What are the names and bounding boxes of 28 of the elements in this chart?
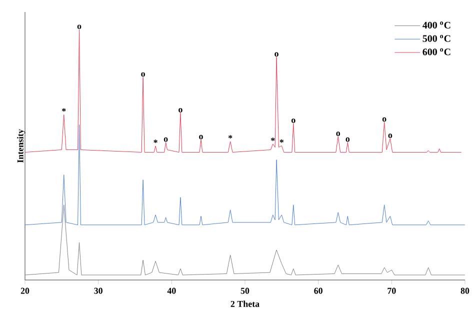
annotation: o bbox=[164, 137, 168, 142]
annotation: o bbox=[336, 132, 340, 136]
x-tick-label: 60 bbox=[314, 288, 322, 294]
legend-label: 600 $^{o}$C bbox=[422, 48, 450, 56]
annotation: * bbox=[271, 138, 275, 141]
legend-label: 400 $^{o}$C bbox=[422, 22, 450, 29]
annotation: * bbox=[280, 139, 284, 143]
annotation: * bbox=[228, 135, 232, 138]
legend-label: 500 $^{o}$C bbox=[422, 34, 450, 42]
annotation: o bbox=[178, 108, 182, 112]
x-axis-title: 2 Theta bbox=[230, 300, 260, 307]
annotation: o bbox=[141, 72, 145, 77]
x-tick-label: 20 bbox=[20, 288, 30, 294]
x-tick-label: 80 bbox=[460, 288, 470, 294]
annotation: * bbox=[154, 140, 158, 143]
annotation: o bbox=[388, 134, 392, 138]
x-tick-label: 30 bbox=[94, 288, 102, 294]
annotation: o bbox=[346, 137, 350, 142]
annotation: * bbox=[62, 108, 66, 112]
annotation: o bbox=[77, 24, 82, 30]
y-axis-title: Intensity bbox=[17, 129, 26, 163]
annotation: o bbox=[292, 118, 296, 123]
annotation: o bbox=[382, 117, 386, 122]
x-tick-label: 40 bbox=[167, 288, 176, 294]
x-tick-label: 50 bbox=[240, 288, 250, 294]
x-tick-label: 70 bbox=[388, 288, 396, 294]
annotation: o bbox=[199, 134, 203, 140]
annotation: o bbox=[274, 52, 278, 57]
